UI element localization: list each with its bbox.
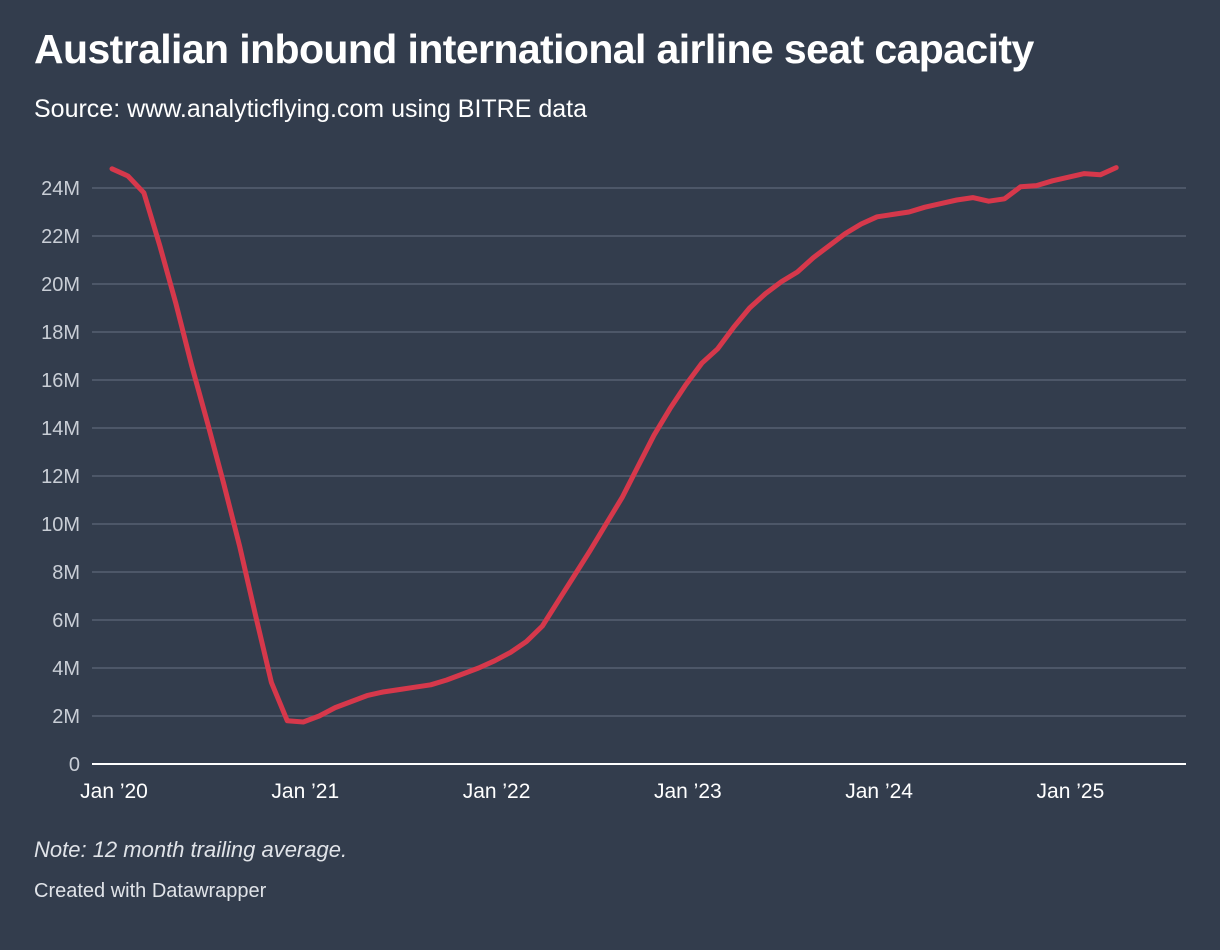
chart-credit: Created with Datawrapper xyxy=(34,880,267,902)
y-tick-label: 2M xyxy=(52,706,80,728)
series-layer xyxy=(109,165,1119,725)
chart-title: Australian inbound international airline… xyxy=(34,26,1034,72)
x-tick-label: Jan ’23 xyxy=(654,780,722,803)
x-tick-label: Jan ’24 xyxy=(845,780,913,803)
x-tick-label: Jan ’25 xyxy=(1037,780,1105,803)
x-tick-label: Jan ’20 xyxy=(80,780,148,803)
y-tick-label: 0 xyxy=(69,754,80,776)
y-tick-label: 14M xyxy=(41,418,80,440)
y-tick-label: 6M xyxy=(52,610,80,632)
chart-subtitle: Source: www.analyticflying.com using BIT… xyxy=(34,95,588,123)
y-axis-ticks: 0 2M 4M 6M 8M 10M 12M 14M 16M 18M 20M 22M 24M xyxy=(41,178,80,776)
y-tick-label: 4M xyxy=(52,658,80,680)
y-tick-label: 12M xyxy=(41,466,80,488)
line-chart: 0 2M 4M 6M 8M 10M 12M 14M 16M 18M 20M 22M 24M Jan ’2… xyxy=(41,165,1186,803)
gridlines xyxy=(92,187,1186,717)
y-tick-label: 24M xyxy=(41,178,80,200)
y-tick-label: 16M xyxy=(41,370,80,392)
series-line xyxy=(109,165,1119,725)
y-tick-label: 10M xyxy=(41,514,80,536)
y-tick-label: 20M xyxy=(41,274,80,296)
x-axis-ticks: Jan ’20 Jan ’21 Jan ’22 Jan ’23 Jan ’24 Jan ’… xyxy=(80,780,1104,803)
x-tick-label: Jan ’22 xyxy=(463,780,531,803)
y-tick-label: 8M xyxy=(52,562,80,584)
chart-note: Note: 12 month trailing average. xyxy=(34,837,348,862)
x-tick-label: Jan ’21 xyxy=(271,780,339,803)
y-tick-label: 18M xyxy=(41,322,80,344)
y-tick-label: 22M xyxy=(41,226,80,248)
